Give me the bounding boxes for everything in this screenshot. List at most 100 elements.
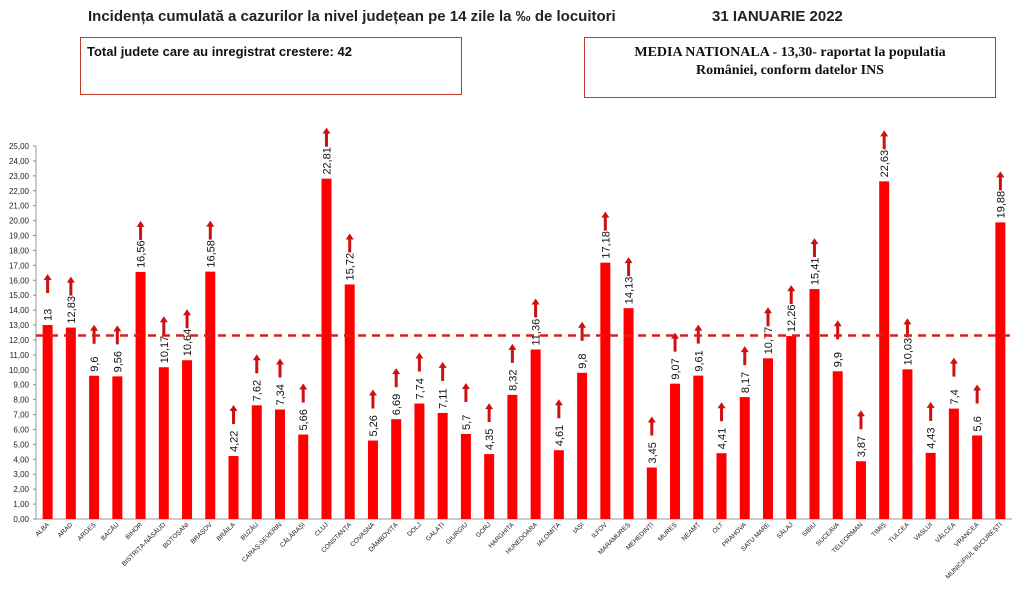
increase-arrow-head-icon xyxy=(183,309,192,316)
data-label: 4,43 xyxy=(926,427,938,448)
increase-arrow-head-icon xyxy=(438,361,447,368)
category-label: CĂLĂRAȘI xyxy=(278,520,307,549)
category-label: VASLUI xyxy=(913,521,934,542)
data-label: 6,69 xyxy=(391,394,403,415)
y-tick-label: 20,00 xyxy=(9,217,30,226)
increase-arrow-head-icon xyxy=(973,384,982,391)
data-label: 5,7 xyxy=(461,415,473,430)
increase-arrow-head-icon xyxy=(903,318,912,325)
y-tick-label: 14,00 xyxy=(9,306,30,315)
y-tick-label: 9,00 xyxy=(13,381,29,390)
increase-arrow-head-icon xyxy=(368,389,377,396)
bar xyxy=(460,433,471,519)
data-label: 8,32 xyxy=(507,369,519,390)
bar xyxy=(135,271,146,519)
bar xyxy=(507,394,518,519)
category-label: TIMIȘ xyxy=(870,521,888,539)
increase-arrow-head-icon xyxy=(66,276,75,283)
bar xyxy=(832,371,843,519)
bar xyxy=(972,435,983,519)
bar xyxy=(995,222,1006,520)
data-label: 5,6 xyxy=(972,416,984,431)
data-label: 14,13 xyxy=(624,277,636,305)
bar xyxy=(89,375,100,519)
y-tick-label: 15,00 xyxy=(9,291,30,300)
category-label: VÂLCEA xyxy=(933,520,958,545)
bar xyxy=(182,360,193,519)
data-label: 10,17 xyxy=(159,336,171,364)
bar xyxy=(577,372,588,519)
national-average-line2: României, conform datelor INS xyxy=(696,63,884,78)
national-average-box: MEDIA NATIONALA - 13,30- raportat la pop… xyxy=(584,37,996,98)
data-label: 9,56 xyxy=(112,351,124,372)
bar xyxy=(65,327,76,519)
category-label: BRAȘOV xyxy=(190,521,215,546)
category-label: ALBA xyxy=(34,521,51,538)
bar xyxy=(367,440,378,519)
category-label: TULCEA xyxy=(888,521,912,545)
data-label: 8,17 xyxy=(740,372,752,393)
y-tick-label: 1,00 xyxy=(13,500,29,509)
y-tick-label: 6,00 xyxy=(13,425,29,434)
data-label: 17,18 xyxy=(600,231,612,259)
bar xyxy=(530,349,541,519)
category-label: GALAȚI xyxy=(425,521,446,542)
data-label: 5,66 xyxy=(298,409,310,430)
y-tick-label: 22,00 xyxy=(9,187,30,196)
category-label: CLUJ xyxy=(313,521,329,537)
bar xyxy=(205,271,216,519)
data-label: 9,9 xyxy=(833,352,845,367)
increase-arrow-head-icon xyxy=(554,399,563,406)
increase-arrow-head-icon xyxy=(856,410,865,417)
bar xyxy=(228,456,239,519)
increase-arrow-head-icon xyxy=(136,220,145,227)
increase-arrow-head-icon xyxy=(461,382,470,389)
data-label: 3,87 xyxy=(856,436,868,457)
bar xyxy=(484,454,495,519)
y-tick-label: 19,00 xyxy=(9,232,30,241)
increase-arrow-head-icon xyxy=(787,285,796,292)
category-label: GIURGIU xyxy=(445,521,470,546)
y-tick-label: 17,00 xyxy=(9,261,30,270)
bar xyxy=(600,262,611,519)
data-label: 7,4 xyxy=(949,389,961,404)
increase-arrow-head-icon xyxy=(229,405,238,412)
data-label: 7,62 xyxy=(252,380,264,401)
category-label: ARAD xyxy=(57,521,75,539)
bar xyxy=(879,181,890,519)
report-date: 31 IANUARIE 2022 xyxy=(712,8,843,25)
category-label: NEAMȚ xyxy=(681,521,702,542)
chart-title: Incidența cumulată a cazurilor la nivel … xyxy=(88,8,616,25)
data-label: 22,81 xyxy=(321,147,333,175)
data-label: 15,72 xyxy=(345,253,357,281)
bar xyxy=(321,178,332,519)
y-tick-label: 10,00 xyxy=(9,366,30,375)
bar xyxy=(902,369,913,519)
bar xyxy=(786,336,797,519)
category-label: IAȘI xyxy=(572,521,586,535)
y-tick-label: 4,00 xyxy=(13,455,29,464)
increase-arrow-head-icon xyxy=(880,130,889,137)
total-increase-text: Total judete care au inregistrat crester… xyxy=(87,44,352,59)
increase-arrow-head-icon xyxy=(508,343,517,350)
increase-arrow-head-icon xyxy=(206,220,215,227)
bar xyxy=(763,358,773,519)
bar xyxy=(948,408,959,519)
bar xyxy=(670,383,681,519)
increase-arrow-head-icon xyxy=(601,211,610,218)
category-label: DOLJ xyxy=(406,521,423,538)
data-label: 10,64 xyxy=(182,329,194,357)
data-label: 9,61 xyxy=(693,350,705,371)
y-tick-label: 7,00 xyxy=(13,411,29,420)
bar xyxy=(437,412,448,519)
y-tick-label: 18,00 xyxy=(9,246,30,255)
increase-arrow-head-icon xyxy=(90,324,99,331)
bar xyxy=(112,376,123,519)
data-label: 9,6 xyxy=(89,356,101,371)
bar xyxy=(925,452,936,519)
increase-arrow-head-icon xyxy=(833,320,842,327)
data-label: 10,03 xyxy=(902,338,914,366)
data-label: 4,35 xyxy=(484,429,496,450)
increase-arrow-head-icon xyxy=(647,416,656,423)
data-label: 4,61 xyxy=(554,425,566,446)
